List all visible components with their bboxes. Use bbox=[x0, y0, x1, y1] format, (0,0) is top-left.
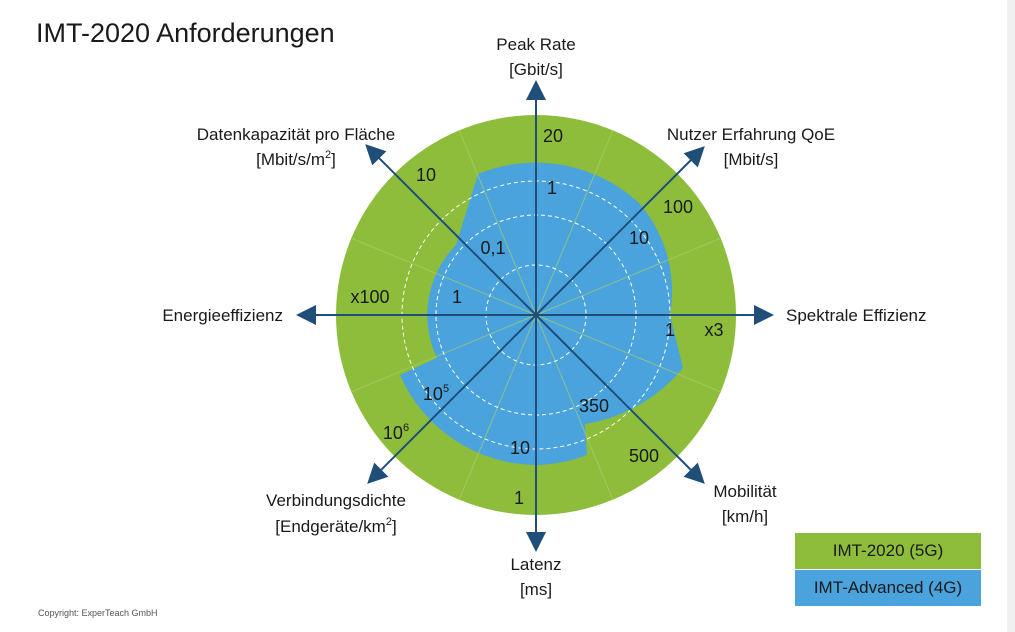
imt-advanced-mobility-wedge bbox=[536, 315, 683, 424]
connection-density-imt-advanced-value: 105 bbox=[423, 383, 449, 404]
area-capacity-name: Datenkapazität pro Fläche bbox=[197, 125, 395, 144]
energy-imt-advanced-value: 1 bbox=[452, 287, 462, 307]
page-title: IMT-2020 Anforderungen bbox=[36, 18, 335, 48]
qoe-name: Nutzer Erfahrung QoE bbox=[667, 125, 835, 144]
qoe-imt2020-value: 100 bbox=[663, 197, 693, 217]
latency-imt2020-value: 1 bbox=[514, 488, 524, 508]
area-capacity-unit: [Mbit/s/m2] bbox=[256, 149, 336, 169]
latency-imt-advanced-value: 10 bbox=[510, 438, 530, 458]
qoe-imt-advanced-value: 10 bbox=[629, 228, 649, 248]
connection-density-unit: [Endgeräte/km2] bbox=[275, 516, 396, 536]
axes bbox=[296, 80, 774, 552]
latency-name: Latenz bbox=[510, 555, 561, 574]
peak-rate-imt2020-value: 20 bbox=[543, 126, 563, 146]
axis-area-capacity bbox=[365, 144, 537, 316]
mobility-imt-advanced-value: 350 bbox=[579, 396, 609, 416]
legend-imt2020-label: IMT-2020 (5G) bbox=[832, 541, 944, 560]
connection-density-name: Verbindungsdichte bbox=[266, 491, 406, 510]
legend-imt-advanced: IMT-Advanced (4G) bbox=[795, 570, 981, 606]
mobility-imt2020-value: 500 bbox=[629, 446, 659, 466]
area-capacity-imt2020-value: 10 bbox=[416, 165, 436, 185]
axis-connection-density bbox=[367, 314, 537, 484]
latency-unit: [ms] bbox=[520, 580, 552, 599]
spectral-imt2020-value: x3 bbox=[704, 320, 723, 340]
peak-rate-imt-advanced-value: 1 bbox=[547, 178, 557, 198]
spectral-imt-advanced-value: 1 bbox=[665, 320, 675, 340]
area-capacity-imt-advanced-value: 0,1 bbox=[480, 238, 505, 258]
axis-qoe bbox=[535, 146, 705, 316]
copyright-text: Copyright: ExperTeach GmbH bbox=[38, 608, 158, 618]
mobility-unit: [km/h] bbox=[722, 507, 768, 526]
peak-rate-unit: [Gbit/s] bbox=[509, 60, 563, 79]
energy-name: Energieeffizienz bbox=[162, 306, 283, 325]
mobility-name: Mobilität bbox=[713, 482, 777, 501]
legend-imt-advanced-label: IMT-Advanced (4G) bbox=[813, 578, 963, 597]
axis-mobility bbox=[535, 314, 705, 484]
window-edge bbox=[1007, 0, 1015, 632]
qoe-unit: [Mbit/s] bbox=[724, 150, 779, 169]
connection-density-imt2020-value: 106 bbox=[383, 422, 409, 443]
energy-imt2020-value: x100 bbox=[350, 287, 389, 307]
spectral-name: Spektrale Effizienz bbox=[786, 306, 926, 325]
peak-rate-name: Peak Rate bbox=[496, 35, 575, 54]
legend-imt2020: IMT-2020 (5G) bbox=[795, 533, 981, 569]
